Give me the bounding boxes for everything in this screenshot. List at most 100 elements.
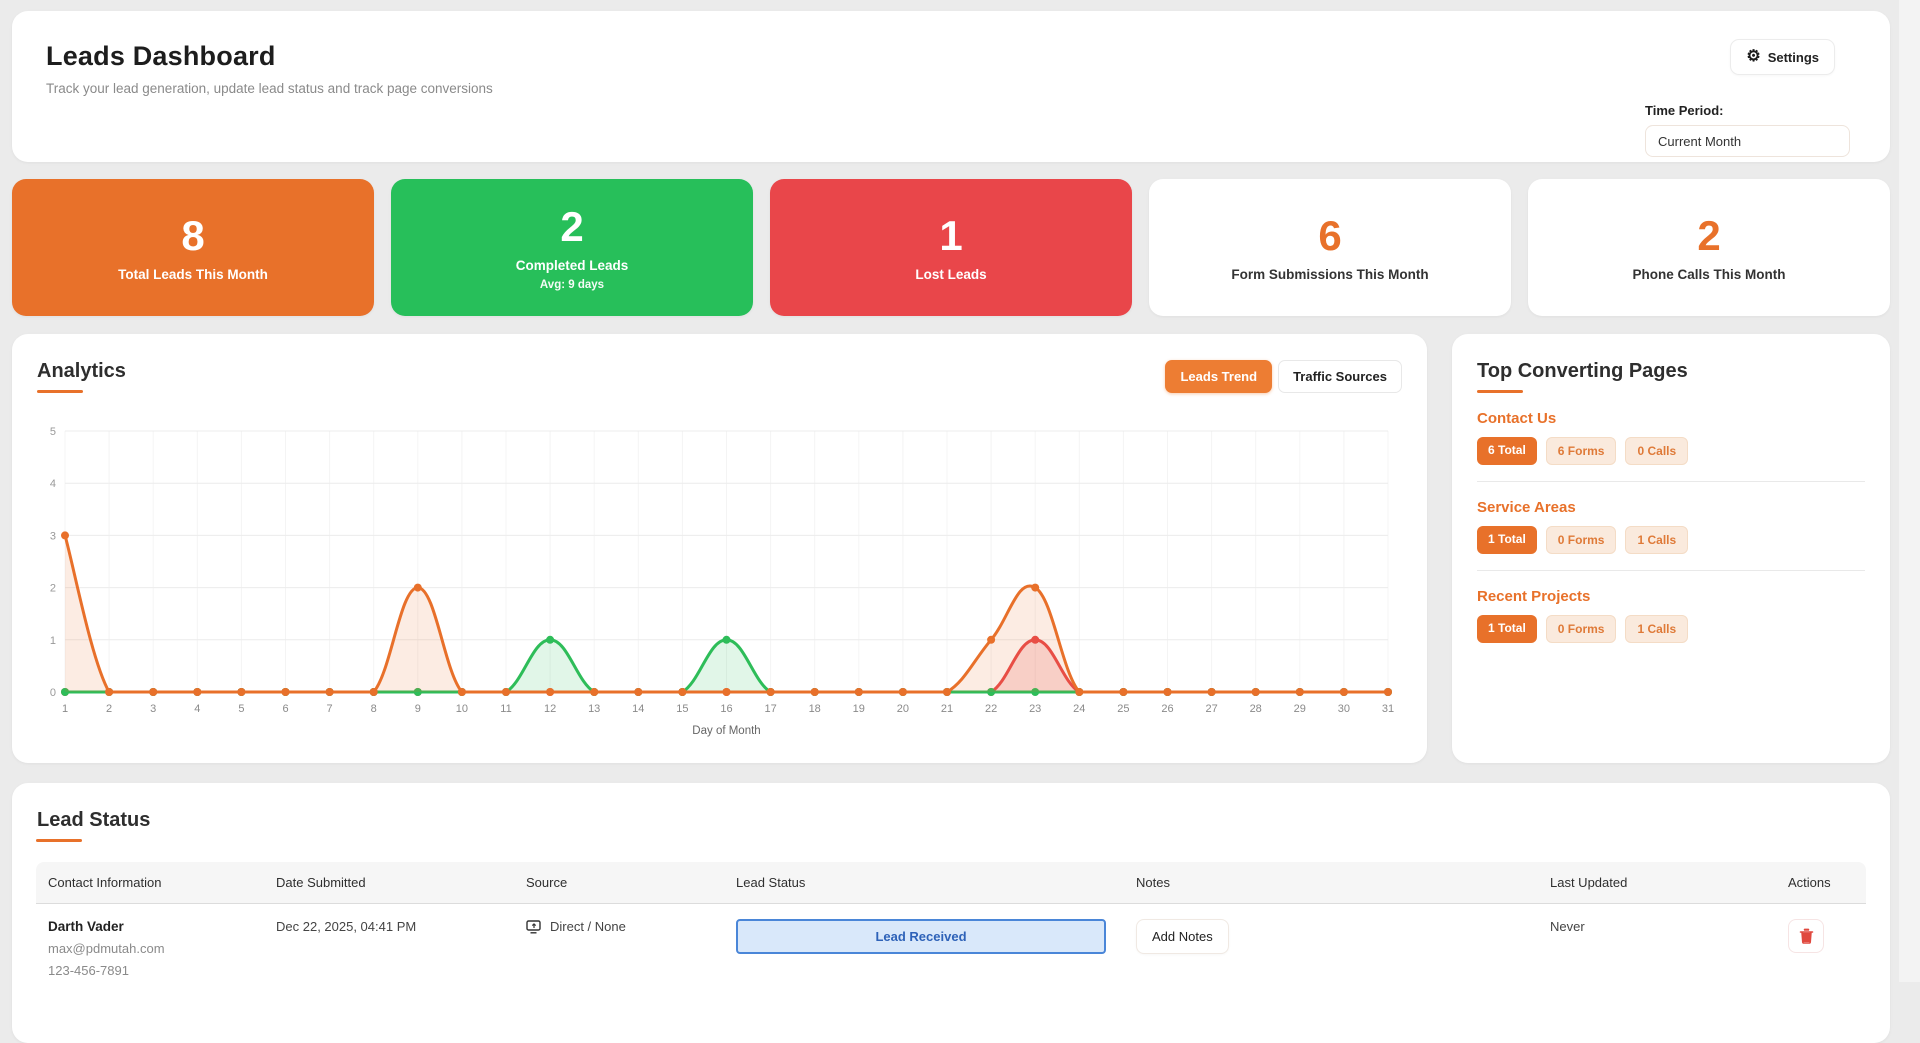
forms-badge: 6 Forms bbox=[1545, 437, 1617, 465]
stat-label: Total Leads This Month bbox=[118, 267, 268, 283]
add-notes-button[interactable]: Add Notes bbox=[1136, 919, 1229, 954]
page-subtitle: Track your lead generation, update lead … bbox=[46, 81, 493, 96]
stats-row: 8 Total Leads This Month 2 Completed Lea… bbox=[12, 179, 1890, 316]
page-name: Contact Us bbox=[1477, 410, 1557, 427]
total-badge: 1 Total bbox=[1477, 526, 1537, 554]
settings-label: Settings bbox=[1767, 49, 1819, 65]
forms-badge: 0 Forms bbox=[1545, 615, 1617, 643]
svg-text:Day of Month: Day of Month bbox=[692, 725, 760, 737]
stat-value: 2 bbox=[560, 202, 584, 250]
divider bbox=[1477, 570, 1865, 571]
page-name: Service Areas bbox=[1477, 499, 1576, 516]
svg-text:13: 13 bbox=[588, 703, 600, 715]
svg-text:4: 4 bbox=[50, 478, 56, 490]
col-notes: Notes bbox=[1136, 875, 1170, 890]
svg-text:0: 0 bbox=[50, 687, 56, 699]
svg-text:5: 5 bbox=[50, 426, 56, 438]
actions-cell bbox=[1776, 904, 1866, 968]
svg-text:15: 15 bbox=[676, 703, 688, 715]
title-underline bbox=[37, 390, 83, 393]
stat-label: Phone Calls This Month bbox=[1632, 267, 1786, 283]
col-contact-information: Contact Information bbox=[48, 875, 162, 890]
computer-icon bbox=[526, 919, 541, 934]
page-name: Recent Projects bbox=[1477, 588, 1591, 605]
stat-card-3: 6 Form Submissions This Month bbox=[1149, 179, 1511, 316]
svg-text:18: 18 bbox=[809, 703, 821, 715]
lead-status-cell: Lead Received bbox=[724, 904, 1124, 969]
stat-card-4: 2 Phone Calls This Month bbox=[1528, 179, 1890, 316]
svg-text:27: 27 bbox=[1205, 703, 1217, 715]
stat-value: 8 bbox=[181, 211, 205, 259]
settings-button[interactable]: ⚙ Settings bbox=[1730, 39, 1835, 75]
page-section-service-areas: Service Areas 1 Total 0 Forms 1 Calls bbox=[1477, 499, 1865, 571]
col-actions: Actions bbox=[1788, 875, 1831, 890]
stat-card-2: 1 Lost Leads bbox=[770, 179, 1132, 316]
svg-text:17: 17 bbox=[764, 703, 776, 715]
lead-status-button[interactable]: Lead Received bbox=[736, 919, 1106, 954]
badge-row: 1 Total 0 Forms 1 Calls bbox=[1477, 526, 1865, 554]
page-section-contact-us: Contact Us 6 Total 6 Forms 0 Calls bbox=[1477, 410, 1865, 482]
delete-lead-button[interactable] bbox=[1788, 919, 1824, 953]
notes-cell: Add Notes bbox=[1124, 904, 1538, 969]
svg-text:3: 3 bbox=[50, 530, 56, 542]
svg-text:9: 9 bbox=[415, 703, 421, 715]
title-underline bbox=[1477, 390, 1523, 393]
total-badge: 1 Total bbox=[1477, 615, 1537, 643]
calls-badge: 0 Calls bbox=[1625, 437, 1689, 465]
svg-text:19: 19 bbox=[853, 703, 865, 715]
svg-text:28: 28 bbox=[1250, 703, 1262, 715]
total-badge: 6 Total bbox=[1477, 437, 1537, 465]
svg-text:3: 3 bbox=[150, 703, 156, 715]
date-submitted-cell: Dec 22, 2025, 04:41 PM bbox=[276, 919, 417, 934]
page-section-recent-projects: Recent Projects 1 Total 0 Forms 1 Calls bbox=[1477, 588, 1865, 643]
divider bbox=[1477, 481, 1865, 482]
forms-badge: 0 Forms bbox=[1545, 526, 1617, 554]
svg-text:7: 7 bbox=[327, 703, 333, 715]
stat-label: Lost Leads bbox=[915, 267, 987, 283]
svg-text:11: 11 bbox=[500, 703, 511, 715]
top-pages-title: Top Converting Pages bbox=[1477, 360, 1688, 382]
time-period-group: Time Period: Current Month bbox=[1645, 103, 1850, 157]
tab-leads-trend[interactable]: Leads Trend bbox=[1165, 360, 1273, 393]
svg-text:20: 20 bbox=[897, 703, 909, 715]
table-row: Darth Vader max@pdmutah.com 123-456-7891… bbox=[36, 904, 1866, 993]
last-updated-cell: Never bbox=[1550, 919, 1585, 934]
tab-traffic-sources[interactable]: Traffic Sources bbox=[1278, 360, 1402, 393]
analytics-title: Analytics bbox=[37, 360, 126, 382]
svg-text:2: 2 bbox=[106, 703, 112, 715]
source-label: Direct / None bbox=[550, 919, 626, 934]
svg-text:26: 26 bbox=[1161, 703, 1173, 715]
col-last-updated: Last Updated bbox=[1550, 875, 1628, 890]
svg-text:1: 1 bbox=[62, 703, 68, 715]
header-card: Leads Dashboard Track your lead generati… bbox=[12, 11, 1890, 162]
svg-text:30: 30 bbox=[1338, 703, 1350, 715]
dashboard-page: Leads Dashboard Track your lead generati… bbox=[12, 11, 1890, 1043]
source-cell: Direct / None bbox=[514, 904, 724, 949]
svg-text:31: 31 bbox=[1382, 703, 1394, 715]
svg-text:21: 21 bbox=[941, 703, 953, 715]
stat-card-0: 8 Total Leads This Month bbox=[12, 179, 374, 316]
contact-information-cell: Darth Vader max@pdmutah.com 123-456-7891 bbox=[36, 904, 264, 993]
svg-text:24: 24 bbox=[1073, 703, 1085, 715]
contact-name: Darth Vader bbox=[48, 919, 124, 934]
svg-text:16: 16 bbox=[720, 703, 732, 715]
svg-text:23: 23 bbox=[1029, 703, 1041, 715]
col-date-submitted: Date Submitted bbox=[276, 875, 366, 890]
svg-text:6: 6 bbox=[282, 703, 288, 715]
svg-text:8: 8 bbox=[371, 703, 377, 715]
svg-text:10: 10 bbox=[456, 703, 468, 715]
col-source: Source bbox=[526, 875, 568, 890]
lead-status-title: Lead Status bbox=[37, 809, 151, 831]
calls-badge: 1 Calls bbox=[1625, 526, 1689, 554]
contact-phone: 123-456-7891 bbox=[48, 963, 129, 978]
lead-status-table: Contact Information Date Submitted Sourc… bbox=[36, 862, 1866, 993]
svg-text:14: 14 bbox=[632, 703, 644, 715]
col-lead-status: Lead Status bbox=[736, 875, 806, 890]
stat-value: 2 bbox=[1697, 211, 1721, 259]
top-converting-pages-card: Top Converting Pages Contact Us 6 Total … bbox=[1452, 334, 1890, 763]
page-scrollbar[interactable] bbox=[1899, 0, 1920, 982]
time-period-select[interactable]: Current Month bbox=[1645, 125, 1850, 157]
